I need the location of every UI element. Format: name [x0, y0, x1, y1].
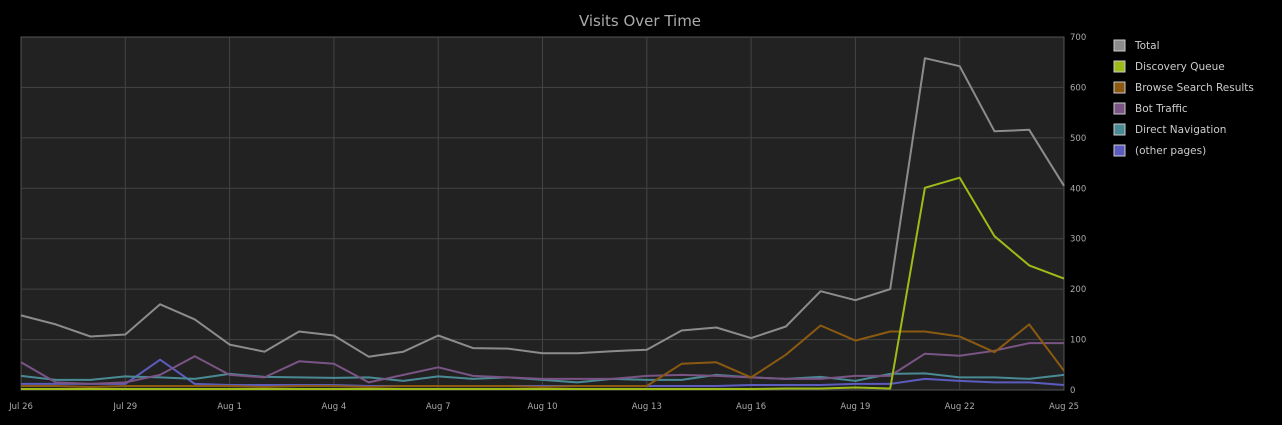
y-tick-label: 700 — [1070, 33, 1086, 43]
legend-label-discovery-queue: Discovery Queue — [1135, 61, 1225, 73]
x-tick-label: Jul 29 — [112, 402, 137, 412]
y-tick-label: 0 — [1070, 386, 1075, 396]
y-tick-label: 600 — [1070, 83, 1086, 93]
x-tick-label: Aug 22 — [945, 402, 975, 412]
legend-label-bot-traffic: Bot Traffic — [1135, 103, 1188, 115]
x-tick-label: Jul 26 — [8, 402, 33, 412]
series-line-bot-traffic — [20, 342, 1064, 385]
x-tick-label: Aug 13 — [632, 402, 662, 412]
x-tick-label: Aug 4 — [322, 402, 347, 412]
legend-swatch-direct-navigation — [1113, 123, 1126, 136]
y-axis: 0 100 200 300 400 500 600 700 — [1070, 33, 1086, 396]
legend-swatch-total — [1113, 39, 1126, 52]
x-tick-label: Aug 19 — [840, 402, 870, 412]
y-tick-label: 300 — [1070, 235, 1086, 245]
y-tick-label: 500 — [1070, 134, 1086, 144]
x-tick-label: Aug 7 — [426, 402, 451, 412]
grid-lines — [21, 37, 1064, 390]
legend-label-direct-navigation: Direct Navigation — [1135, 124, 1226, 136]
legend-label-total: Total — [1134, 40, 1160, 52]
legend-swatch-bot-traffic — [1113, 102, 1126, 115]
legend: Total Discovery Queue Browse Search Result… — [1113, 39, 1254, 157]
series-line-discovery-queue — [21, 176, 1065, 390]
chart-title: Visits Over Time — [579, 12, 701, 30]
x-tick-label: Aug 16 — [736, 402, 766, 412]
series-line-browse-search-results — [21, 323, 1065, 388]
y-tick-label: 400 — [1070, 184, 1086, 194]
x-tick-label: Aug 10 — [527, 402, 557, 412]
y-tick-label: 100 — [1070, 336, 1086, 346]
y-tick-label: 200 — [1070, 285, 1086, 295]
legend-swatch-discovery-queue — [1113, 60, 1126, 73]
series-line-total — [20, 57, 1065, 358]
legend-label-other-pages: (other pages) — [1135, 145, 1206, 157]
legend-swatch-other-pages — [1113, 144, 1126, 157]
series-lines — [20, 57, 1065, 390]
x-tick-label: Aug 25 — [1049, 402, 1079, 412]
legend-swatch-browse-search-results — [1113, 81, 1126, 94]
x-axis: Jul 26 Jul 29 Aug 1 Aug 4 Aug 7 Aug 10 Aug 13 A… — [8, 402, 1079, 412]
x-tick-label: Aug 1 — [217, 402, 242, 412]
legend-label-browse-search-results: Browse Search Results — [1135, 82, 1254, 94]
